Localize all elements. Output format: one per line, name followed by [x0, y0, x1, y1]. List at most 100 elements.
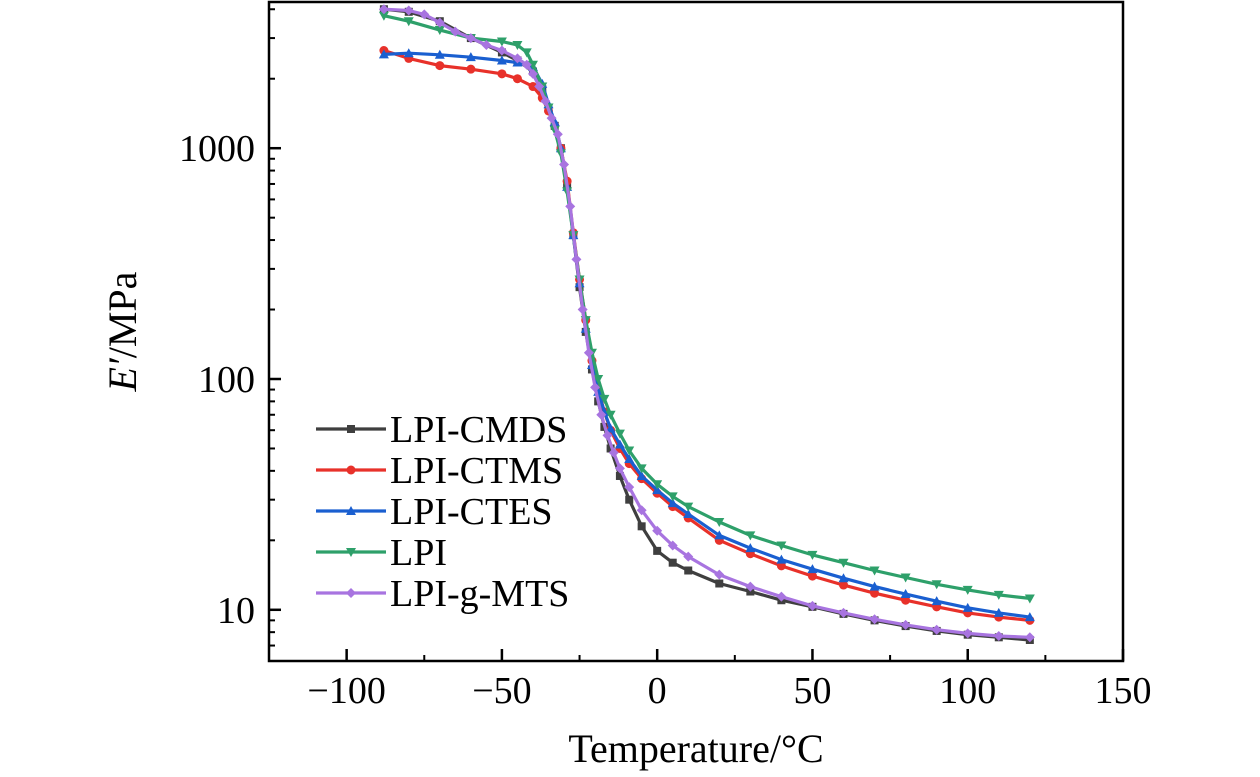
data-point — [577, 304, 588, 315]
data-point — [378, 49, 389, 59]
legend-item: LPI — [316, 532, 447, 574]
legend-label: LPI — [390, 532, 447, 574]
y-tick-label: 10 — [217, 590, 255, 632]
data-point — [614, 439, 625, 449]
data-point — [434, 26, 445, 36]
data-point — [540, 96, 551, 107]
data-point — [807, 571, 817, 581]
legend-item: LPI-CTMS — [316, 450, 563, 492]
data-point — [602, 430, 613, 441]
data-point — [465, 33, 476, 44]
data-point — [534, 81, 545, 92]
data-point — [624, 446, 635, 456]
data-point — [637, 522, 646, 531]
data-point — [496, 55, 507, 65]
data-point — [668, 558, 677, 567]
data-point — [527, 68, 538, 79]
series-lpi-cmds — [379, 5, 1034, 644]
data-point — [776, 554, 787, 564]
data-point — [403, 5, 414, 16]
data-point — [527, 60, 538, 70]
legend-label: LPI-CTMS — [390, 450, 563, 492]
x-tick-label: 50 — [793, 670, 831, 712]
data-point — [599, 394, 610, 404]
data-point — [776, 561, 786, 571]
data-point — [605, 410, 616, 420]
data-point — [714, 569, 725, 580]
data-point — [1024, 612, 1035, 622]
data-point — [807, 564, 818, 574]
data-point — [652, 480, 663, 490]
series-line — [383, 7, 1030, 642]
x-axis-label: Temperature/°C — [568, 726, 823, 771]
data-point — [403, 48, 414, 58]
data-point — [636, 470, 647, 480]
data-point — [714, 530, 725, 540]
x-tick-label: 0 — [648, 670, 667, 712]
data-point — [667, 492, 678, 502]
series-line — [383, 7, 1030, 639]
data-point — [776, 541, 787, 551]
data-point — [636, 464, 647, 474]
legend-marker — [346, 588, 356, 598]
data-point — [807, 600, 818, 611]
x-tick-label: 150 — [1095, 670, 1152, 712]
data-point — [546, 113, 557, 124]
y-axis-label: E′/MPa — [100, 271, 145, 392]
legend-label: LPI-CTES — [390, 491, 553, 533]
data-point — [1024, 594, 1035, 604]
data-point — [512, 40, 523, 50]
data-point — [900, 619, 911, 630]
data-point — [434, 49, 445, 59]
data-point — [636, 505, 647, 516]
legend-marker — [346, 506, 356, 515]
data-point — [931, 624, 942, 635]
data-point — [593, 375, 604, 385]
data-point — [624, 454, 635, 464]
legend-label: LPI-g-MTS — [390, 573, 569, 615]
data-point — [466, 64, 476, 74]
data-point — [378, 11, 389, 21]
series-line — [383, 48, 1030, 622]
data-point — [481, 39, 492, 50]
series-lpi — [378, 11, 1035, 604]
data-point — [869, 566, 880, 576]
data-point — [838, 573, 849, 583]
series-lpi-ctes — [378, 48, 1035, 622]
series-lpi-g-mts — [378, 4, 1035, 643]
data-point — [528, 82, 538, 92]
data-point — [605, 423, 616, 433]
data-point — [807, 550, 818, 560]
data-point — [614, 429, 625, 439]
x-tick-label: −100 — [307, 670, 385, 712]
data-point — [496, 45, 507, 56]
data-point — [378, 4, 389, 15]
data-point — [683, 509, 694, 519]
data-point — [565, 201, 576, 212]
data-point — [521, 59, 532, 70]
y-axis-label-symbol: E′ — [100, 357, 145, 392]
legend-item: LPI-CTES — [316, 491, 553, 533]
data-point — [684, 566, 693, 575]
data-series-layer — [378, 4, 1035, 644]
data-point — [615, 471, 624, 480]
data-point — [590, 382, 601, 393]
series-line — [383, 51, 1031, 619]
data-point — [1024, 632, 1035, 643]
data-point — [900, 573, 911, 583]
legend-label: LPI-CMDS — [390, 409, 567, 451]
data-point — [993, 630, 1004, 641]
data-point — [403, 17, 414, 27]
plot-frame — [267, 0, 1125, 663]
data-point — [435, 61, 445, 71]
data-point — [683, 502, 694, 512]
data-point — [962, 628, 973, 639]
data-point — [652, 525, 663, 536]
data-point — [993, 590, 1004, 600]
data-point — [571, 254, 582, 265]
data-point — [512, 74, 522, 84]
ticks-layer: −100 −50 0 50 100 150 10 100 1000 — [179, 8, 1152, 712]
data-point — [583, 347, 594, 358]
data-point — [900, 589, 911, 599]
